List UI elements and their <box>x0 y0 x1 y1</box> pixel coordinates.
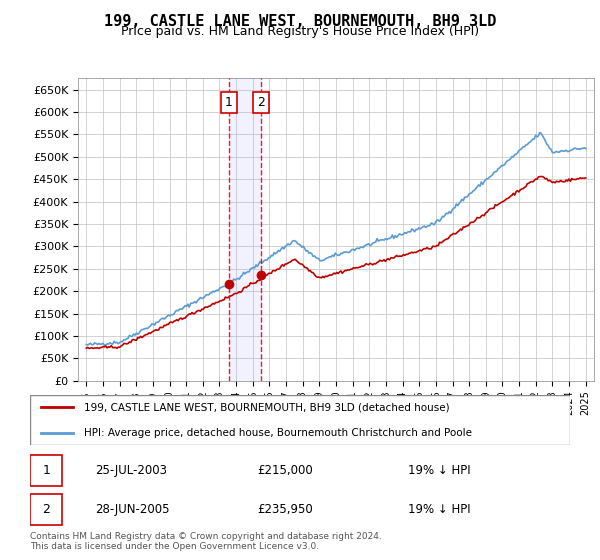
Text: £235,950: £235,950 <box>257 503 313 516</box>
Text: 19% ↓ HPI: 19% ↓ HPI <box>408 464 470 477</box>
Text: 199, CASTLE LANE WEST, BOURNEMOUTH, BH9 3LD (detached house): 199, CASTLE LANE WEST, BOURNEMOUTH, BH9 … <box>84 403 449 412</box>
FancyBboxPatch shape <box>30 455 62 486</box>
Text: HPI: Average price, detached house, Bournemouth Christchurch and Poole: HPI: Average price, detached house, Bour… <box>84 428 472 437</box>
Text: Price paid vs. HM Land Registry's House Price Index (HPI): Price paid vs. HM Land Registry's House … <box>121 25 479 38</box>
Text: 1: 1 <box>42 464 50 477</box>
Text: £215,000: £215,000 <box>257 464 313 477</box>
FancyBboxPatch shape <box>30 494 62 525</box>
Text: 2: 2 <box>42 503 50 516</box>
Text: 2: 2 <box>257 96 265 109</box>
Text: 199, CASTLE LANE WEST, BOURNEMOUTH, BH9 3LD: 199, CASTLE LANE WEST, BOURNEMOUTH, BH9 … <box>104 14 496 29</box>
FancyBboxPatch shape <box>30 395 570 445</box>
Text: 25-JUL-2003: 25-JUL-2003 <box>95 464 167 477</box>
Text: 1: 1 <box>225 96 233 109</box>
Text: Contains HM Land Registry data © Crown copyright and database right 2024.
This d: Contains HM Land Registry data © Crown c… <box>30 532 382 552</box>
Bar <box>229 78 261 381</box>
Text: 19% ↓ HPI: 19% ↓ HPI <box>408 503 470 516</box>
Text: 28-JUN-2005: 28-JUN-2005 <box>95 503 169 516</box>
